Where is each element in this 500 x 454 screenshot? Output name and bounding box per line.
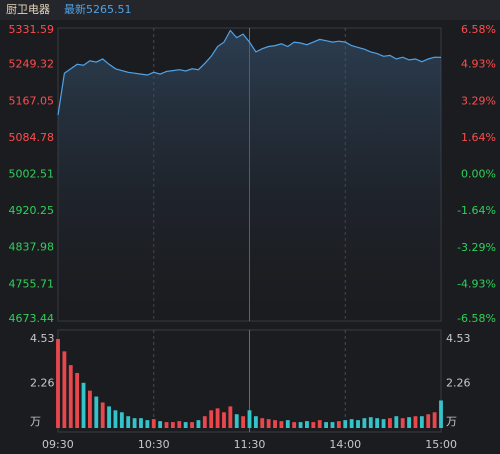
volume-bar [266, 419, 271, 428]
vol-tick-label: 2.26 [30, 377, 55, 390]
chart-subtitle: 最新5265.51 [64, 2, 132, 16]
volume-bar [151, 419, 156, 428]
x-tick-label: 11:30 [234, 438, 266, 451]
volume-bar [375, 418, 380, 428]
y-tick-label: 5249.32 [9, 58, 55, 71]
volume-bar [439, 400, 443, 428]
volume-bar [260, 418, 265, 428]
chart-title: 厨卫电器 [6, 3, 50, 16]
y2-tick-label: 6.58% [461, 23, 496, 36]
volume-bar [330, 422, 335, 428]
vol-tick-label: 万 [30, 415, 41, 428]
vol-tick-label-right: 2.26 [446, 377, 471, 390]
y-tick-label: 5002.51 [9, 168, 55, 181]
volume-bar [305, 421, 309, 428]
volume-bar [285, 420, 290, 428]
x-tick-label: 10:30 [138, 438, 170, 451]
x-tick-label: 09:30 [42, 438, 74, 451]
volume-bar [356, 420, 360, 428]
volume-bar [88, 390, 92, 428]
volume-bar [273, 420, 277, 428]
volume-bar [381, 419, 386, 428]
volume-bar [183, 422, 188, 428]
volume-bar [241, 416, 246, 428]
vol-tick-label-right: 4.53 [446, 332, 471, 345]
volume-bar [196, 420, 201, 428]
volume-bar [158, 421, 163, 428]
volume-bar [426, 414, 431, 428]
price-line [57, 29, 442, 116]
volume-bar [100, 402, 105, 428]
volume-bar [145, 420, 150, 428]
volume-bar [202, 416, 207, 428]
volume-bar [432, 412, 437, 428]
volume-bar [222, 412, 226, 428]
header-bar [0, 0, 500, 20]
volume-bar [247, 410, 252, 428]
volume-bar [215, 408, 220, 428]
volume-bar [234, 414, 239, 428]
y-tick-label: 4837.98 [9, 241, 55, 254]
volume-bar [164, 422, 169, 428]
volume-bar [349, 419, 354, 428]
volume-bar [394, 416, 399, 428]
y2-tick-label: -4.93% [457, 277, 496, 290]
volume-bar [336, 421, 341, 428]
volume-bar [139, 418, 143, 428]
y2-tick-label: -1.64% [457, 204, 496, 217]
volume-bar [107, 406, 111, 428]
volume-bar [407, 417, 411, 428]
y2-tick-label: 1.64% [461, 131, 496, 144]
volume-bar [368, 417, 373, 428]
volume-bar [94, 396, 99, 428]
x-tick-label: 15:00 [425, 438, 457, 451]
volume-bar [311, 422, 316, 428]
y-tick-label: 4920.25 [9, 204, 55, 217]
vol-tick-label-right: 万 [446, 415, 457, 428]
y2-tick-label: 0.00% [461, 168, 496, 181]
y2-tick-label: -3.29% [457, 241, 496, 254]
y-tick-label: 4673.44 [9, 312, 55, 325]
volume-bar [126, 416, 131, 428]
volume-bar [253, 416, 258, 428]
volume-bar [132, 418, 137, 428]
volume-bar [362, 418, 367, 428]
volume-bar [56, 339, 60, 428]
volume-bar [190, 422, 194, 428]
volume-bar [419, 416, 424, 428]
volume-bar [343, 420, 348, 428]
volume-bar [170, 422, 175, 428]
volume-bar [400, 418, 405, 428]
y-tick-label: 5167.05 [9, 94, 55, 107]
volume-bar [68, 365, 73, 428]
volume-bar [75, 372, 80, 428]
volume-bar [298, 422, 303, 428]
volume-bar [413, 416, 418, 428]
y2-tick-label: -6.58% [457, 312, 496, 325]
y2-tick-label: 3.29% [461, 94, 496, 107]
volume-bar [324, 422, 329, 428]
volume-bar [228, 406, 233, 428]
volume-bar [292, 422, 297, 428]
y-tick-label: 5331.59 [9, 23, 55, 36]
volume-bar [177, 421, 182, 428]
vol-tick-label: 4.53 [30, 332, 55, 345]
volume-bar [388, 418, 392, 428]
y-tick-label: 4755.71 [9, 277, 55, 290]
volume-bar [113, 410, 118, 428]
price-area [58, 30, 441, 321]
x-tick-label: 14:00 [329, 438, 361, 451]
volume-bar [279, 421, 284, 428]
volume-bar [81, 382, 86, 428]
volume-bar [209, 410, 214, 428]
y-tick-label: 5084.78 [9, 131, 55, 144]
volume-bar [317, 420, 322, 428]
volume-bar [119, 412, 124, 428]
y2-tick-label: 4.93% [461, 58, 496, 71]
volume-bar [62, 351, 67, 428]
